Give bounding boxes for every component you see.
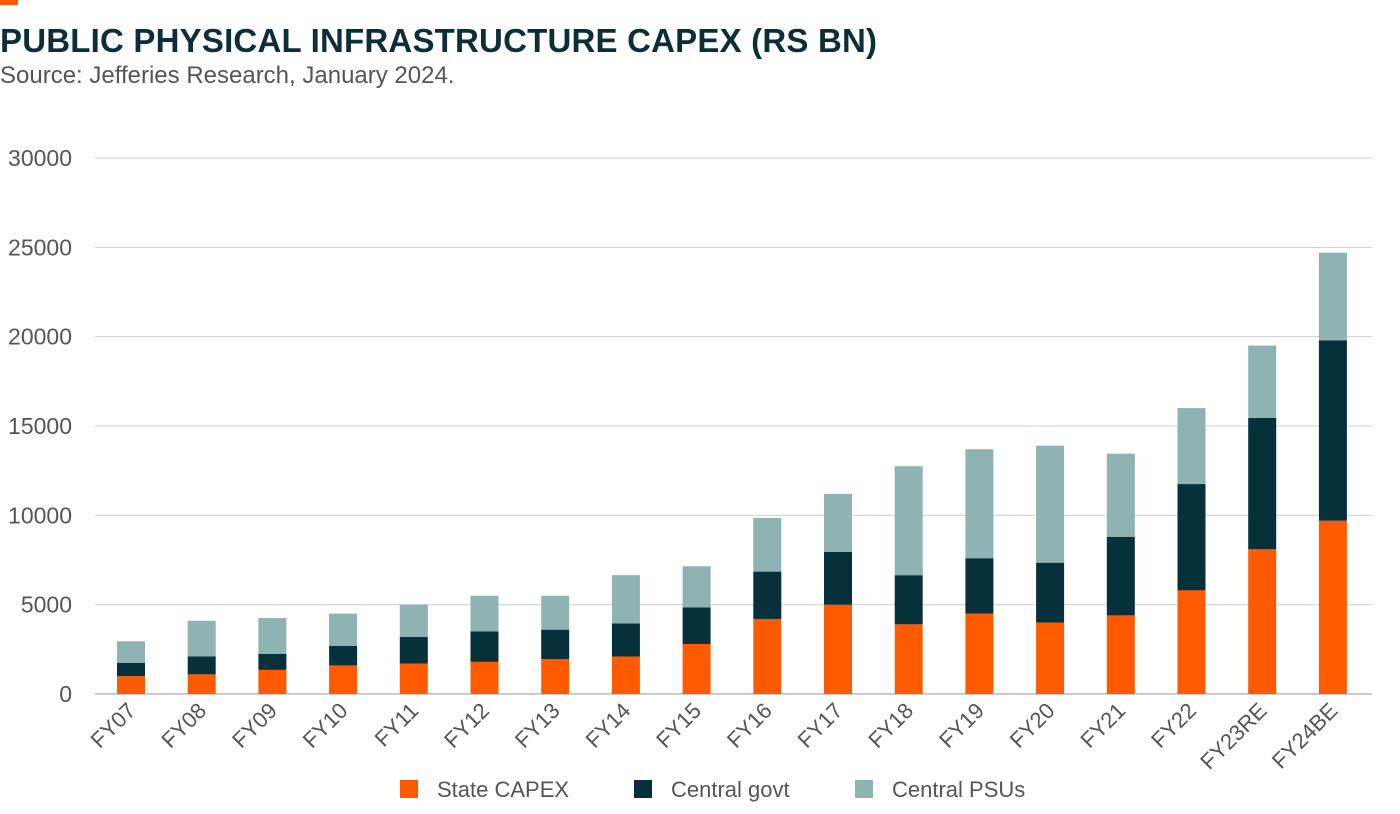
- x-tick-label: FY15: [651, 698, 706, 753]
- bar-segment: [1036, 562, 1065, 623]
- x-tick-label: FY08: [156, 698, 211, 753]
- bar-segment: [965, 613, 994, 694]
- bar-segment: [1106, 453, 1135, 537]
- bar-segment: [329, 613, 358, 646]
- y-tick-label: 25000: [8, 234, 72, 260]
- x-tick-label: FY22: [1146, 698, 1201, 753]
- chart-source: Source: Jefferies Research, January 2024…: [0, 62, 455, 89]
- bar-segment: [399, 636, 428, 664]
- bar-segment: [470, 631, 499, 662]
- bar-segment: [1248, 345, 1277, 418]
- bar-segment: [824, 604, 852, 694]
- x-tick-label: FY20: [1005, 698, 1060, 753]
- x-tick-label: FY14: [581, 698, 636, 753]
- bar-segment: [541, 629, 570, 660]
- bar-segment: [682, 643, 711, 694]
- bar-segment: [824, 551, 852, 605]
- bar-segment: [965, 449, 994, 559]
- x-tick-label: FY10: [298, 698, 353, 753]
- bar-segment: [187, 674, 216, 694]
- bar-segment: [470, 595, 499, 632]
- legend-label: Central govt: [671, 777, 790, 802]
- bar-segment: [258, 669, 287, 694]
- bar-segment: [1177, 408, 1206, 485]
- bar-segment: [1248, 417, 1277, 550]
- x-tick-label: FY12: [439, 698, 494, 753]
- bar-segment: [470, 661, 499, 694]
- x-tick-label: FY16: [722, 698, 777, 753]
- bar-segment: [399, 604, 428, 637]
- bar-segment: [753, 618, 782, 694]
- bar-segment: [258, 653, 287, 670]
- bar-segment: [611, 656, 640, 694]
- chart-title: PUBLIC PHYSICAL INFRASTRUCTURE CAPEX (RS…: [0, 22, 878, 59]
- bar-segment: [894, 575, 923, 625]
- x-tick-label: FY23RE: [1195, 698, 1271, 774]
- bar-segment: [187, 656, 216, 675]
- bar-segment: [329, 645, 358, 666]
- y-tick-label: 30000: [8, 145, 72, 171]
- legend-swatch: [634, 780, 652, 798]
- bar-segment: [894, 624, 923, 694]
- bar-segment: [682, 566, 711, 608]
- bar-segment: [753, 571, 782, 619]
- bar-segment: [1177, 484, 1206, 591]
- bar-segment: [611, 575, 640, 624]
- bar-segment: [329, 665, 358, 694]
- bar-segment: [541, 659, 570, 694]
- bar-segment: [117, 662, 145, 677]
- bar-segment: [1318, 252, 1347, 341]
- bar-segment: [611, 623, 640, 657]
- legend-label: State CAPEX: [437, 777, 569, 802]
- bar-segment: [1036, 445, 1065, 563]
- x-tick-label: FY17: [793, 698, 848, 753]
- bar-segment: [187, 620, 216, 657]
- bar-segment: [1318, 520, 1347, 694]
- legend-label: Central PSUs: [892, 777, 1025, 802]
- bar-segment: [824, 493, 852, 552]
- bar-segment: [1106, 536, 1135, 616]
- x-tick-label: FY13: [510, 698, 565, 753]
- bar-segment: [117, 676, 145, 694]
- bar-segment: [258, 618, 287, 654]
- bar-segment: [117, 641, 145, 663]
- legend-swatch: [400, 780, 418, 798]
- bar-segment: [399, 663, 428, 694]
- y-tick-label: 10000: [8, 502, 72, 528]
- y-tick-label: 5000: [21, 592, 72, 618]
- x-tick-label: FY07: [86, 698, 141, 753]
- bar-segment: [1106, 615, 1135, 694]
- bar-segment: [753, 518, 782, 572]
- bar-segment: [682, 607, 711, 644]
- x-tick-label: FY18: [863, 698, 918, 753]
- legend-swatch: [855, 780, 873, 798]
- x-tick-label: FY11: [370, 698, 424, 752]
- bar-segment: [965, 558, 994, 614]
- x-tick-label: FY24BE: [1267, 698, 1343, 774]
- bar-segment: [1036, 622, 1065, 694]
- y-tick-label: 15000: [8, 413, 72, 439]
- bar-segment: [1248, 549, 1277, 694]
- y-tick-label: 0: [59, 681, 72, 707]
- bar-segment: [1177, 590, 1206, 694]
- x-tick-label: FY21: [1075, 698, 1130, 753]
- bar-segment: [1318, 340, 1347, 521]
- y-tick-label: 20000: [8, 324, 72, 350]
- bar-segment: [541, 595, 570, 630]
- bar-segment: [894, 466, 923, 576]
- x-tick-label: FY09: [227, 698, 282, 753]
- accent-bar: [0, 0, 18, 5]
- x-tick-label: FY19: [934, 698, 989, 753]
